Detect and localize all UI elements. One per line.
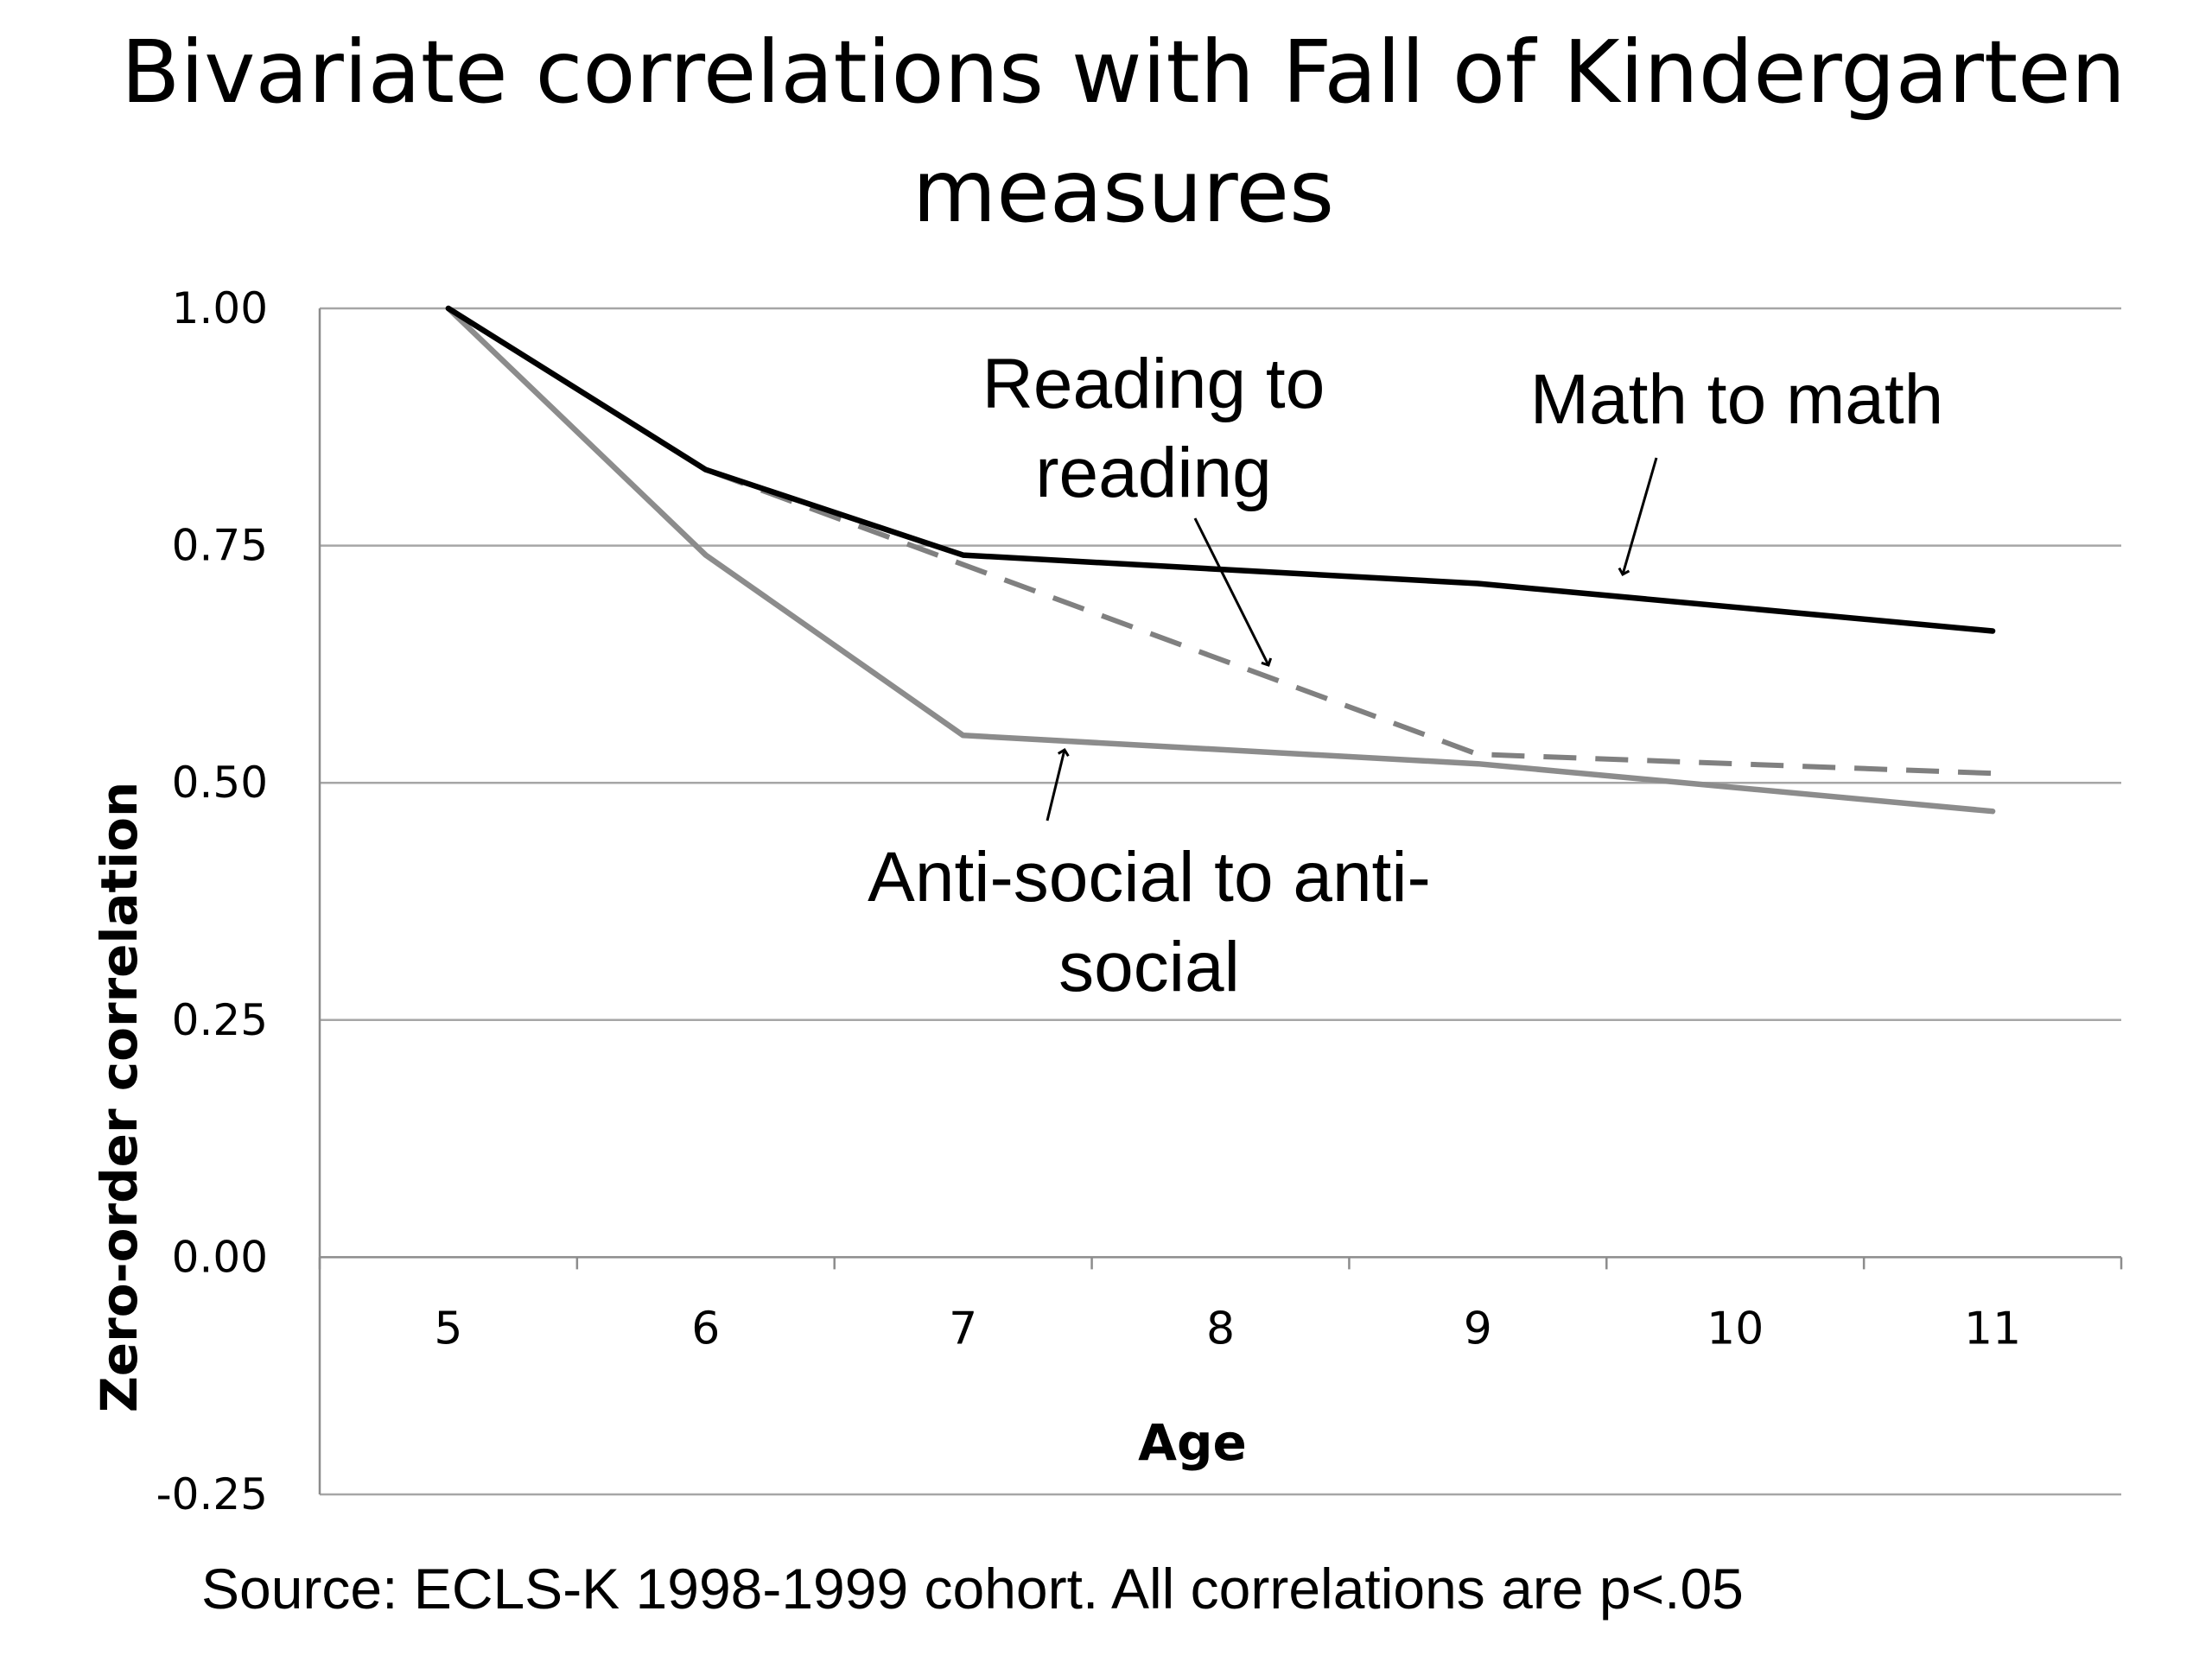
annotation-anti-social-to-anti-social: Anti-social to anti- social <box>868 750 1431 1006</box>
y-tick-label-0-25: 0.25 <box>172 995 268 1045</box>
chart-title: Bivariate correlations with Fall of Kind… <box>121 22 2126 242</box>
x-tick-label-10: 10 <box>1707 1303 1764 1354</box>
annotation-math-arrow <box>1623 457 1658 574</box>
axes <box>318 308 2123 1494</box>
x-tick-label-9: 9 <box>1464 1303 1492 1354</box>
source-note: Source: ECLS-K 1998-1999 cohort. All cor… <box>201 1557 1744 1621</box>
annotation-anti-social-arrow <box>1046 750 1065 821</box>
y-tick-labels: 1.00 0.75 0.50 0.25 0.00 -0.25 <box>156 283 268 1519</box>
chart-title-line-2: measures <box>912 141 1334 242</box>
annotation-reading-arrow <box>1193 517 1268 665</box>
x-tick-label-7: 7 <box>949 1303 977 1354</box>
annotation-math-to-math: Math to math <box>1530 360 1944 574</box>
x-tick-label-8: 8 <box>1206 1303 1235 1354</box>
series-lines <box>445 305 1996 815</box>
x-tick-label-5: 5 <box>434 1303 462 1354</box>
chart-title-line-1: Bivariate correlations with Fall of Kind… <box>121 22 2126 123</box>
annotation-reading-line-1: Reading to <box>982 345 1325 423</box>
series-line-math-to-math <box>445 305 1996 634</box>
y-tick-label-0-75: 0.75 <box>172 521 268 571</box>
y-tick-label-0-25: -0.25 <box>156 1469 268 1519</box>
gridlines <box>320 307 2121 1496</box>
annotation-math-line-1: Math to math <box>1530 360 1944 439</box>
annotation-reading-line-2: reading <box>1035 434 1272 512</box>
annotation-anti-social-line-1: Anti-social to anti- <box>868 838 1431 917</box>
y-axis-label: Zero-order correlation <box>90 782 149 1413</box>
annotation-anti-social-line-2: social <box>1058 928 1240 1006</box>
y-tick-label-1-00: 1.00 <box>172 283 268 333</box>
x-tick-labels: 5 6 7 8 9 10 11 <box>434 1303 2021 1354</box>
x-tick-label-11: 11 <box>1964 1303 2021 1354</box>
annotation-reading-to-reading: Reading to reading <box>982 345 1325 665</box>
x-tick-label-6: 6 <box>691 1303 720 1354</box>
series-line-anti-social-to-anti-social <box>445 305 1996 815</box>
y-tick-label-0-50: 0.50 <box>172 758 268 808</box>
x-axis-label: Age <box>1138 1413 1247 1472</box>
y-tick-label-0-00: 0.00 <box>172 1232 268 1282</box>
